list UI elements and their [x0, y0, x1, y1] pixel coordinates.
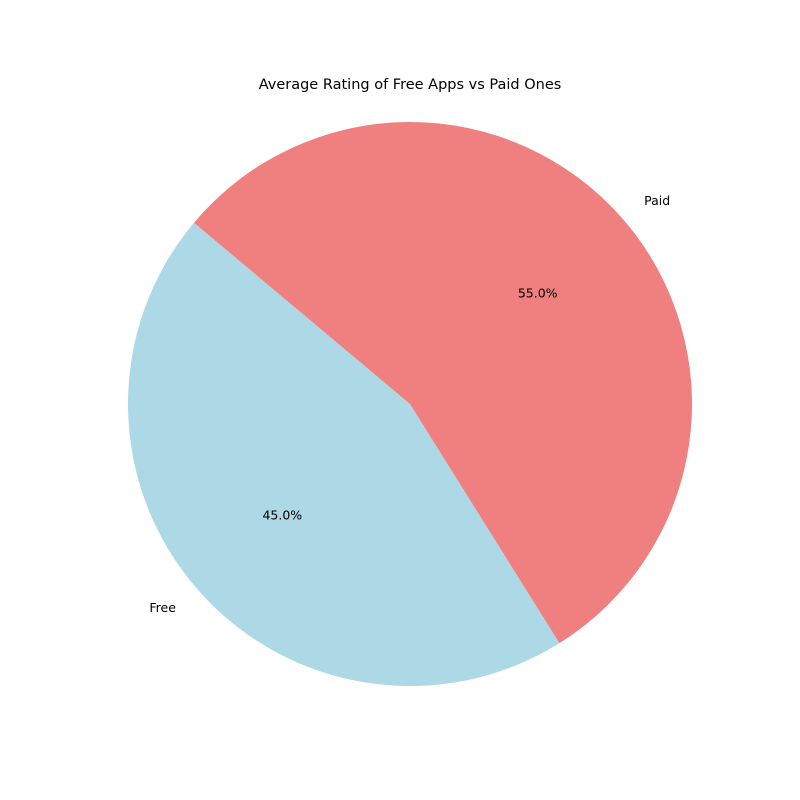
- slice-label-free: Free: [149, 600, 176, 615]
- pie-labels: 45.0% Free 55.0% Paid: [149, 193, 670, 615]
- pie-slices: [127, 122, 692, 687]
- pct-label-paid: 55.0%: [518, 286, 558, 301]
- slice-label-paid: Paid: [644, 193, 670, 208]
- chart-title: Average Rating of Free Apps vs Paid Ones: [259, 77, 562, 93]
- pie-slice-paid: [193, 122, 692, 644]
- pie-slice-free: [127, 222, 560, 687]
- pct-label-free: 45.0%: [262, 508, 302, 523]
